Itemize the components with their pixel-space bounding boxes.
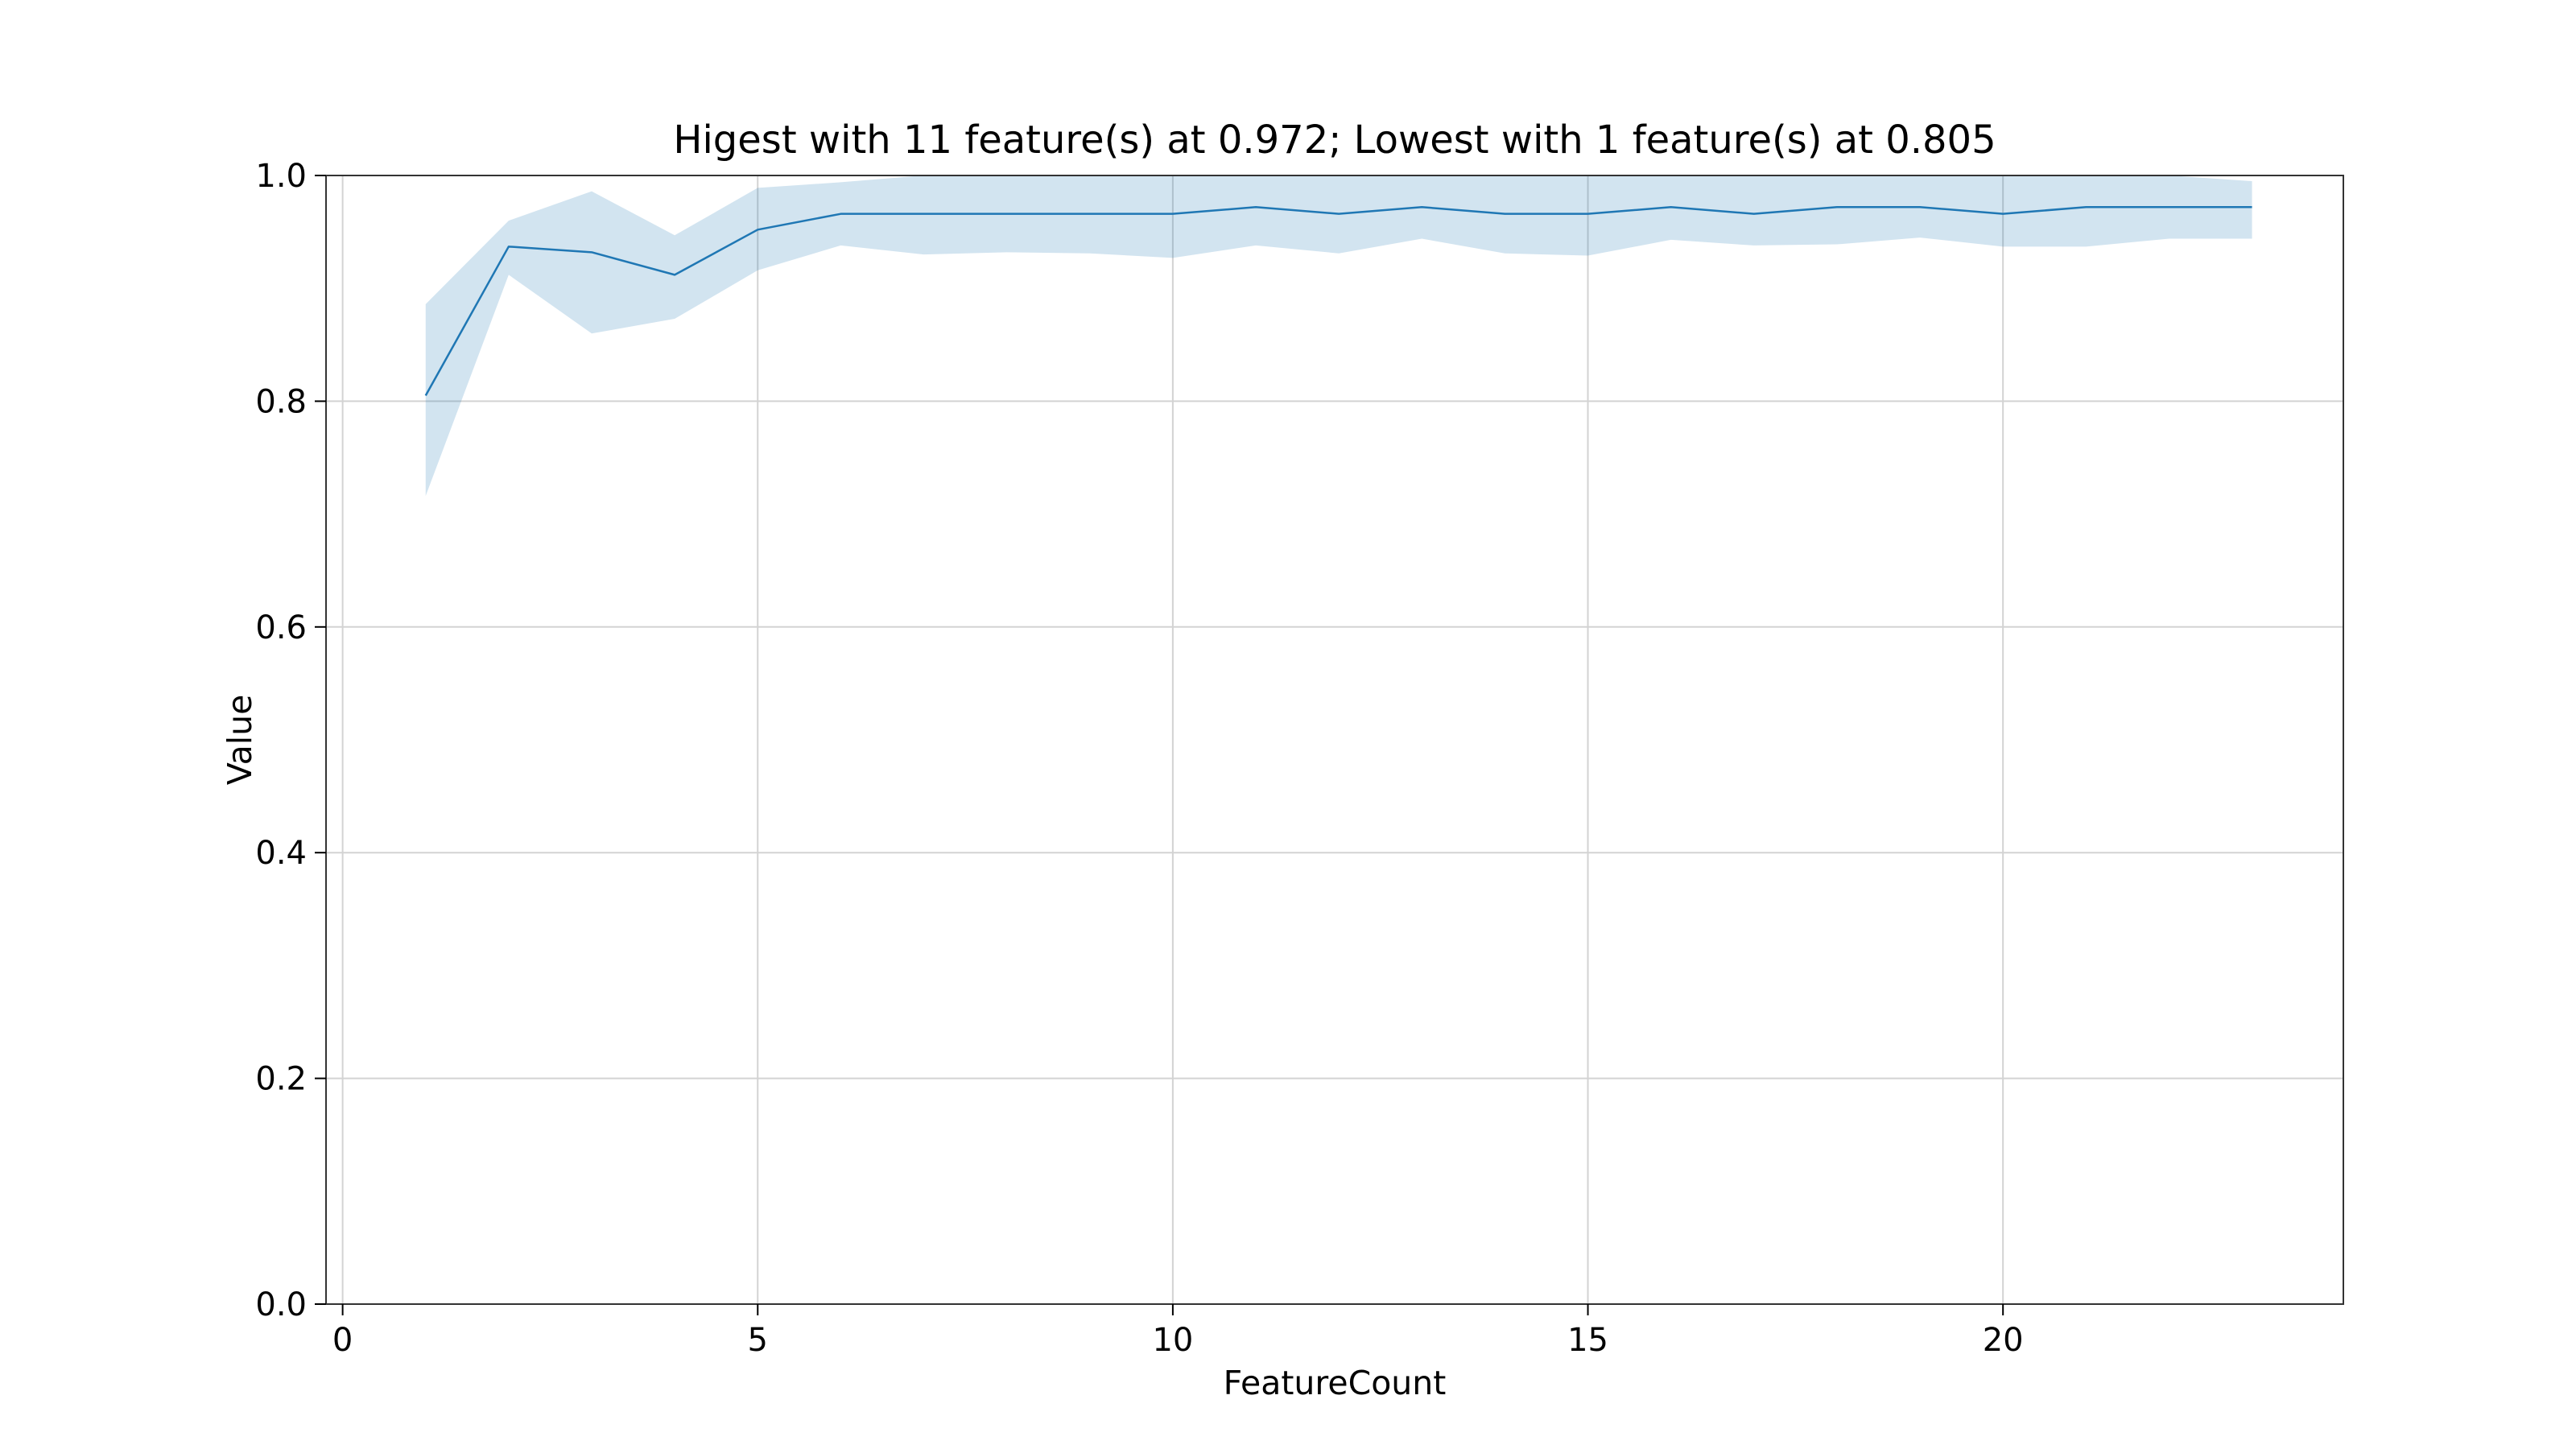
x-tick-label: 5 (748, 1322, 768, 1359)
x-tick-label: 15 (1567, 1322, 1608, 1359)
x-tick-label: 20 (1983, 1322, 2024, 1359)
y-tick-label: 0.6 (255, 609, 307, 646)
x-tick-label: 10 (1152, 1322, 1193, 1359)
y-axis-label: Value (221, 695, 259, 786)
y-tick-label: 0.4 (255, 835, 307, 872)
y-tick-label: 0.2 (255, 1061, 307, 1098)
y-tick-label: 0.8 (255, 383, 307, 420)
y-tick-label: 0.0 (255, 1286, 307, 1323)
y-tick-label: 1.0 (255, 158, 307, 195)
ticks: 0 5 10 15 20 0.0 0.2 0.4 0.6 0.8 1.0 (255, 158, 2023, 1359)
series-line-layer (424, 206, 2252, 396)
x-tick-label: 0 (332, 1322, 353, 1359)
plot-frame (325, 175, 2344, 1305)
chart-title: Higest with 11 feature(s) at 0.972; Lowe… (673, 118, 1996, 163)
x-axis-label: FeatureCount (1224, 1364, 1447, 1402)
series-line (424, 206, 2252, 396)
